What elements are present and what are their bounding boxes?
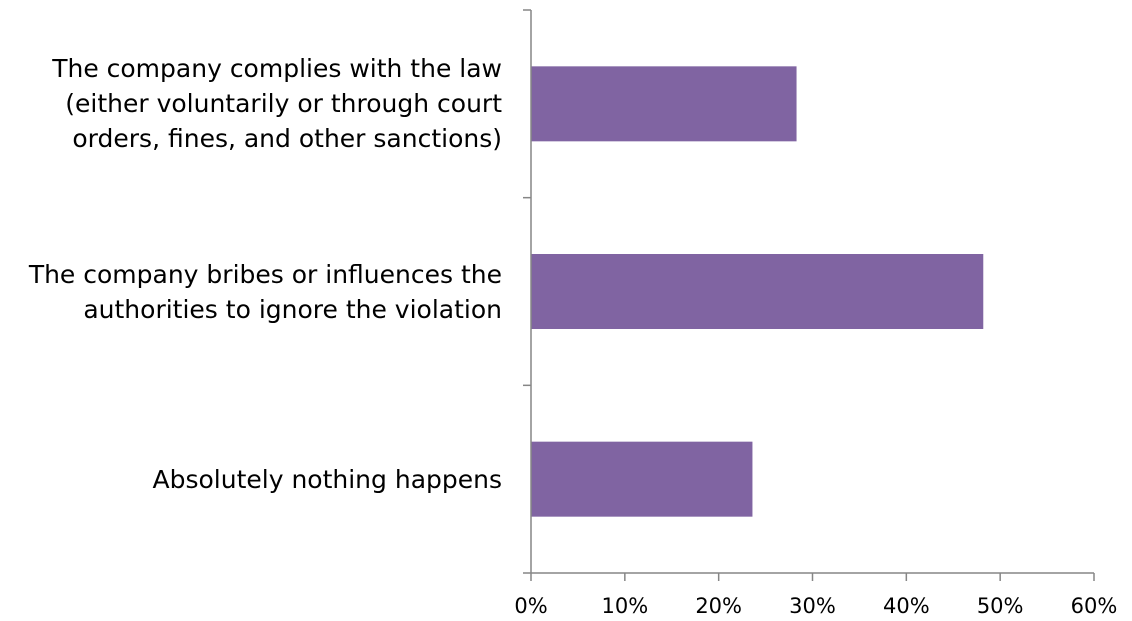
x-tick-label: 10%	[601, 594, 649, 618]
category-label-1: The company bribes or influences the auth…	[0, 257, 502, 327]
category-label-line: The company bribes or influences the	[28, 259, 502, 289]
x-tick-label: 30%	[789, 594, 836, 618]
bar-1	[531, 254, 984, 329]
category-label-line: Absolutely nothing happens	[152, 464, 503, 494]
x-tick-label: 60%	[1070, 594, 1118, 618]
category-label-line: (either voluntarily or through court	[65, 89, 502, 119]
x-tick-label: 40%	[882, 594, 930, 618]
x-tick-label: 0%	[514, 594, 548, 618]
x-tick-label: 20%	[695, 594, 742, 618]
category-label-line: orders, fines, and other sanctions)	[72, 124, 502, 154]
category-label-line: The company complies with the law	[52, 54, 502, 84]
category-label-0: The company complies with the law (either…	[0, 51, 502, 156]
bar-0	[531, 66, 797, 142]
bar-2	[531, 441, 753, 517]
category-label-line: authorities to ignore the violation	[83, 294, 502, 324]
x-tick-label: 50%	[976, 594, 1024, 618]
category-label-2: Absolutely nothing happens	[0, 462, 503, 497]
